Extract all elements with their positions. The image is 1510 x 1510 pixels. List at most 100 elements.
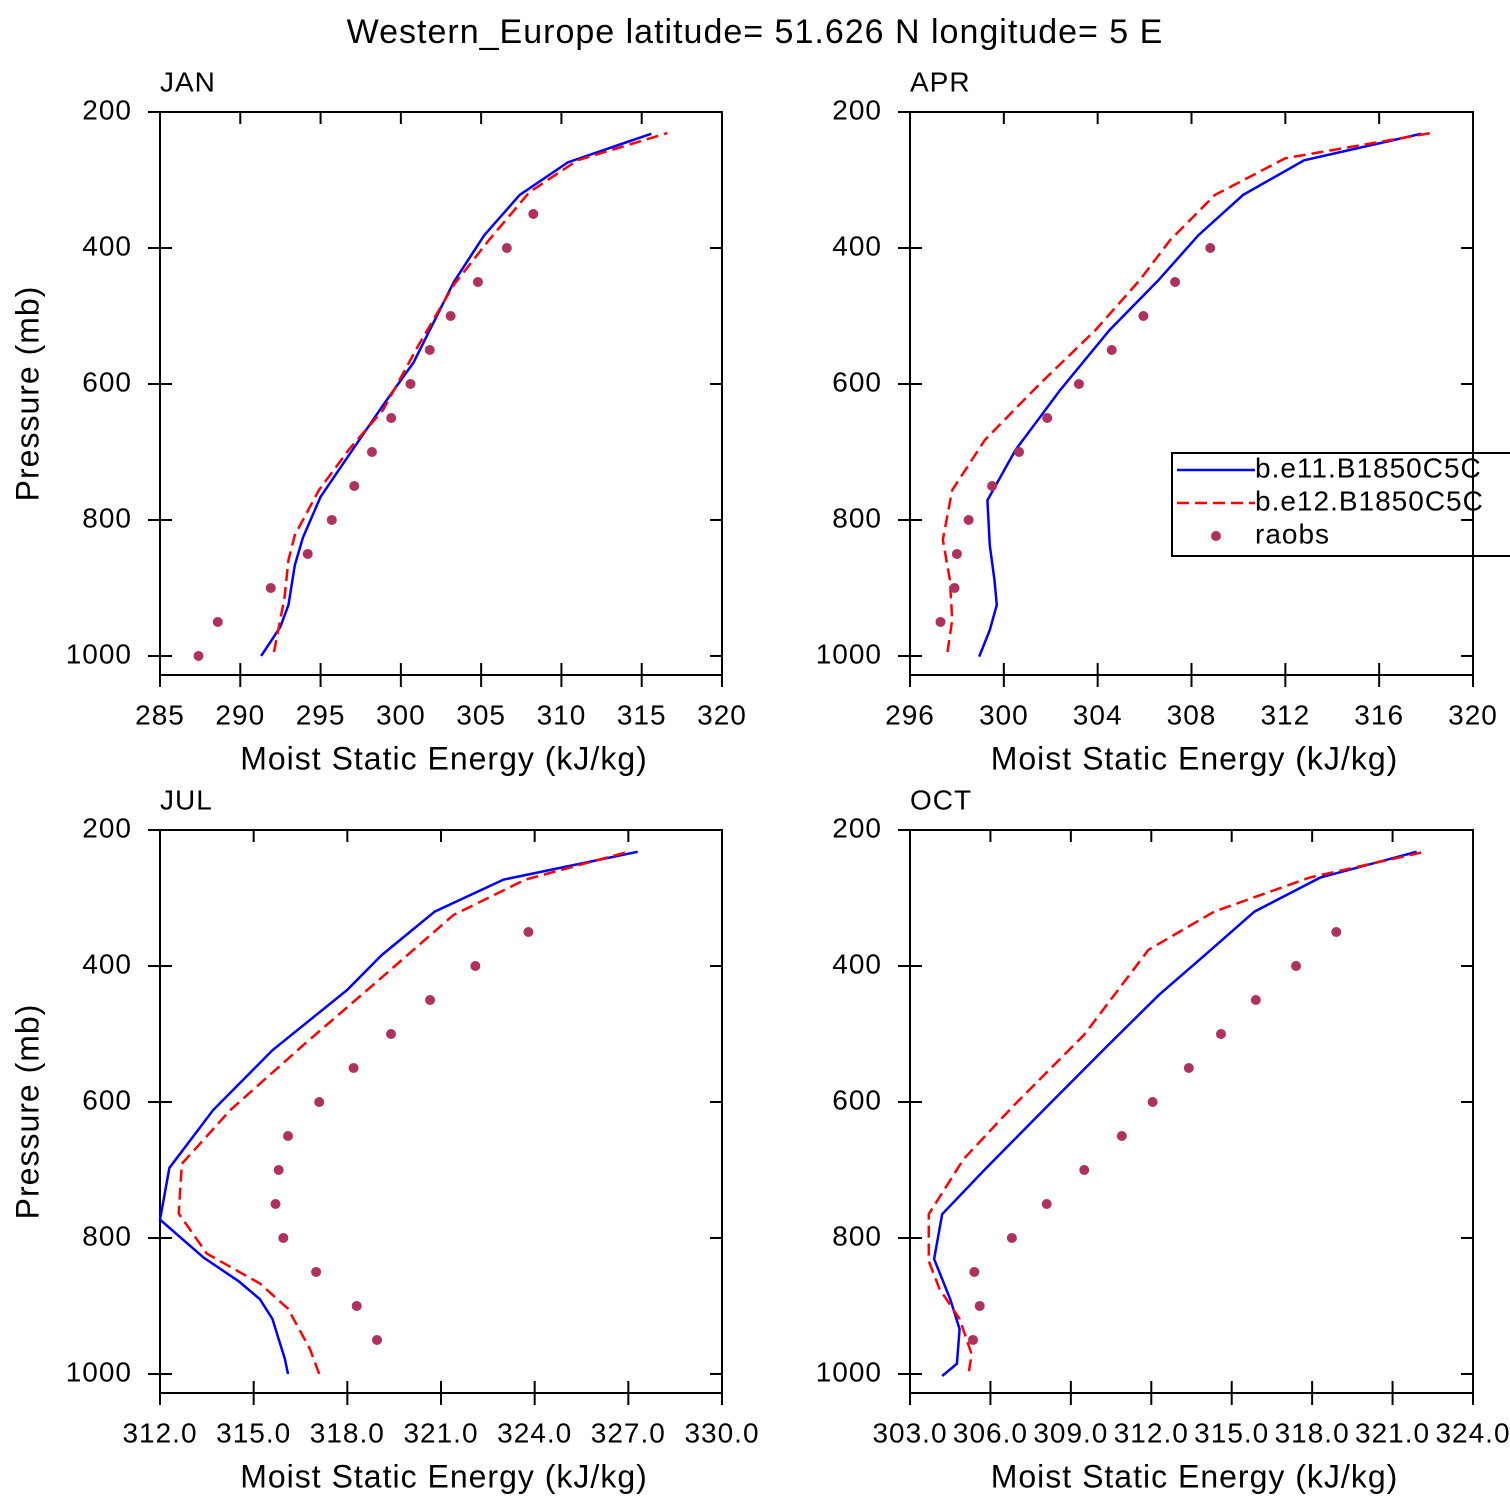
panel-label: JAN bbox=[160, 66, 216, 97]
legend-label: b.e11.B1850C5C bbox=[1255, 452, 1482, 483]
x-tick-label: 303.0 bbox=[872, 1417, 947, 1448]
y-tick-label: 800 bbox=[82, 502, 132, 533]
x-tick-label: 312.0 bbox=[1114, 1417, 1189, 1448]
x-tick-label: 320 bbox=[1448, 699, 1498, 730]
y-tick-label: 200 bbox=[82, 812, 132, 843]
x-tick-label: 308 bbox=[1167, 699, 1217, 730]
x-tick-label: 321.0 bbox=[1355, 1417, 1430, 1448]
raob-point bbox=[212, 616, 223, 627]
y-axis-label: Pressure (mb) bbox=[9, 1004, 45, 1220]
raob-point bbox=[386, 1028, 397, 1039]
x-tick-label: 312 bbox=[1260, 699, 1310, 730]
x-tick-label: 290 bbox=[215, 699, 265, 730]
x-axis-label: Moist Static Energy (kJ/kg) bbox=[991, 1458, 1399, 1494]
page-title: Western_Europe latitude= 51.626 N longit… bbox=[347, 13, 1164, 51]
raob-point bbox=[314, 1096, 325, 1107]
x-tick-label: 330.0 bbox=[684, 1417, 759, 1448]
profile-line bbox=[158, 850, 638, 1375]
raob-point bbox=[445, 310, 456, 321]
raob-point bbox=[386, 412, 397, 423]
raob-point bbox=[311, 1266, 322, 1277]
legend-marker bbox=[1211, 531, 1221, 541]
x-tick-label: 315.0 bbox=[216, 1417, 291, 1448]
raob-point bbox=[470, 960, 481, 971]
raob-point bbox=[1250, 994, 1261, 1005]
legend-label: b.e12.B1850C5C bbox=[1255, 485, 1484, 516]
y-tick-label: 1000 bbox=[66, 1356, 132, 1387]
x-tick-label: 300 bbox=[376, 699, 426, 730]
profile-line bbox=[260, 132, 652, 657]
x-tick-label: 300 bbox=[979, 699, 1029, 730]
plot-frame bbox=[159, 829, 723, 1394]
panel-label: APR bbox=[910, 66, 971, 97]
y-axis-label: Pressure (mb) bbox=[9, 286, 45, 502]
raob-point bbox=[472, 276, 483, 287]
x-tick-label: 285 bbox=[135, 699, 185, 730]
y-tick-label: 400 bbox=[82, 230, 132, 261]
raob-point bbox=[963, 514, 974, 525]
raob-point bbox=[1183, 1062, 1194, 1073]
raob-point bbox=[1106, 344, 1117, 355]
panel-label: OCT bbox=[910, 784, 972, 815]
raob-point bbox=[949, 582, 960, 593]
raob-point bbox=[265, 582, 276, 593]
profile-line bbox=[941, 131, 1431, 653]
raob-point bbox=[1215, 1028, 1226, 1039]
raob-point bbox=[302, 548, 313, 559]
x-tick-label: 304 bbox=[1073, 699, 1123, 730]
y-tick-label: 1000 bbox=[816, 1356, 882, 1387]
profile-line bbox=[978, 132, 1422, 658]
raob-point bbox=[349, 480, 360, 491]
x-tick-label: 316 bbox=[1354, 699, 1404, 730]
raob-point bbox=[278, 1232, 289, 1243]
x-tick-label: 315.0 bbox=[1194, 1417, 1269, 1448]
raob-point bbox=[326, 514, 337, 525]
x-tick-label: 320 bbox=[697, 699, 747, 730]
raob-point bbox=[273, 1164, 284, 1175]
plot-frame bbox=[909, 829, 1474, 1394]
profile-line bbox=[927, 850, 1426, 1372]
y-tick-label: 800 bbox=[82, 1220, 132, 1251]
raob-point bbox=[1006, 1232, 1017, 1243]
x-tick-label: 312.0 bbox=[122, 1417, 197, 1448]
raob-point bbox=[424, 344, 435, 355]
raob-point bbox=[366, 446, 377, 457]
x-tick-label: 295 bbox=[296, 699, 346, 730]
raob-point bbox=[1205, 242, 1216, 253]
y-tick-label: 400 bbox=[82, 948, 132, 979]
raob-point bbox=[935, 616, 946, 627]
raob-point bbox=[351, 1300, 362, 1311]
profile-line bbox=[177, 850, 629, 1375]
raob-point bbox=[974, 1300, 985, 1311]
y-tick-label: 600 bbox=[832, 1084, 882, 1115]
y-tick-label: 1000 bbox=[816, 638, 882, 669]
raob-point bbox=[987, 480, 998, 491]
y-tick-label: 200 bbox=[832, 812, 882, 843]
x-axis-label: Moist Static Energy (kJ/kg) bbox=[240, 1458, 648, 1494]
raob-point bbox=[1042, 412, 1053, 423]
raob-point bbox=[1073, 378, 1084, 389]
x-tick-label: 321.0 bbox=[403, 1417, 478, 1448]
raob-point bbox=[1116, 1130, 1127, 1141]
raob-point bbox=[1291, 960, 1302, 971]
x-tick-label: 296 bbox=[885, 699, 935, 730]
raob-point bbox=[1041, 1198, 1052, 1209]
x-tick-label: 318.0 bbox=[1275, 1417, 1350, 1448]
y-tick-label: 800 bbox=[832, 1220, 882, 1251]
raob-point bbox=[193, 650, 204, 661]
raob-point bbox=[501, 242, 512, 253]
panel-label: JUL bbox=[160, 784, 213, 815]
plot-frame bbox=[159, 111, 723, 676]
legend-label: raobs bbox=[1255, 518, 1330, 549]
x-tick-label: 324.0 bbox=[1435, 1417, 1510, 1448]
raob-point bbox=[951, 548, 962, 559]
raob-point bbox=[1147, 1096, 1158, 1107]
x-tick-label: 306.0 bbox=[953, 1417, 1028, 1448]
raob-point bbox=[1138, 310, 1149, 321]
x-tick-label: 305 bbox=[456, 699, 506, 730]
legend-box bbox=[1171, 452, 1510, 557]
profile-line bbox=[272, 131, 668, 653]
x-tick-label: 318.0 bbox=[310, 1417, 385, 1448]
y-tick-label: 400 bbox=[832, 230, 882, 261]
